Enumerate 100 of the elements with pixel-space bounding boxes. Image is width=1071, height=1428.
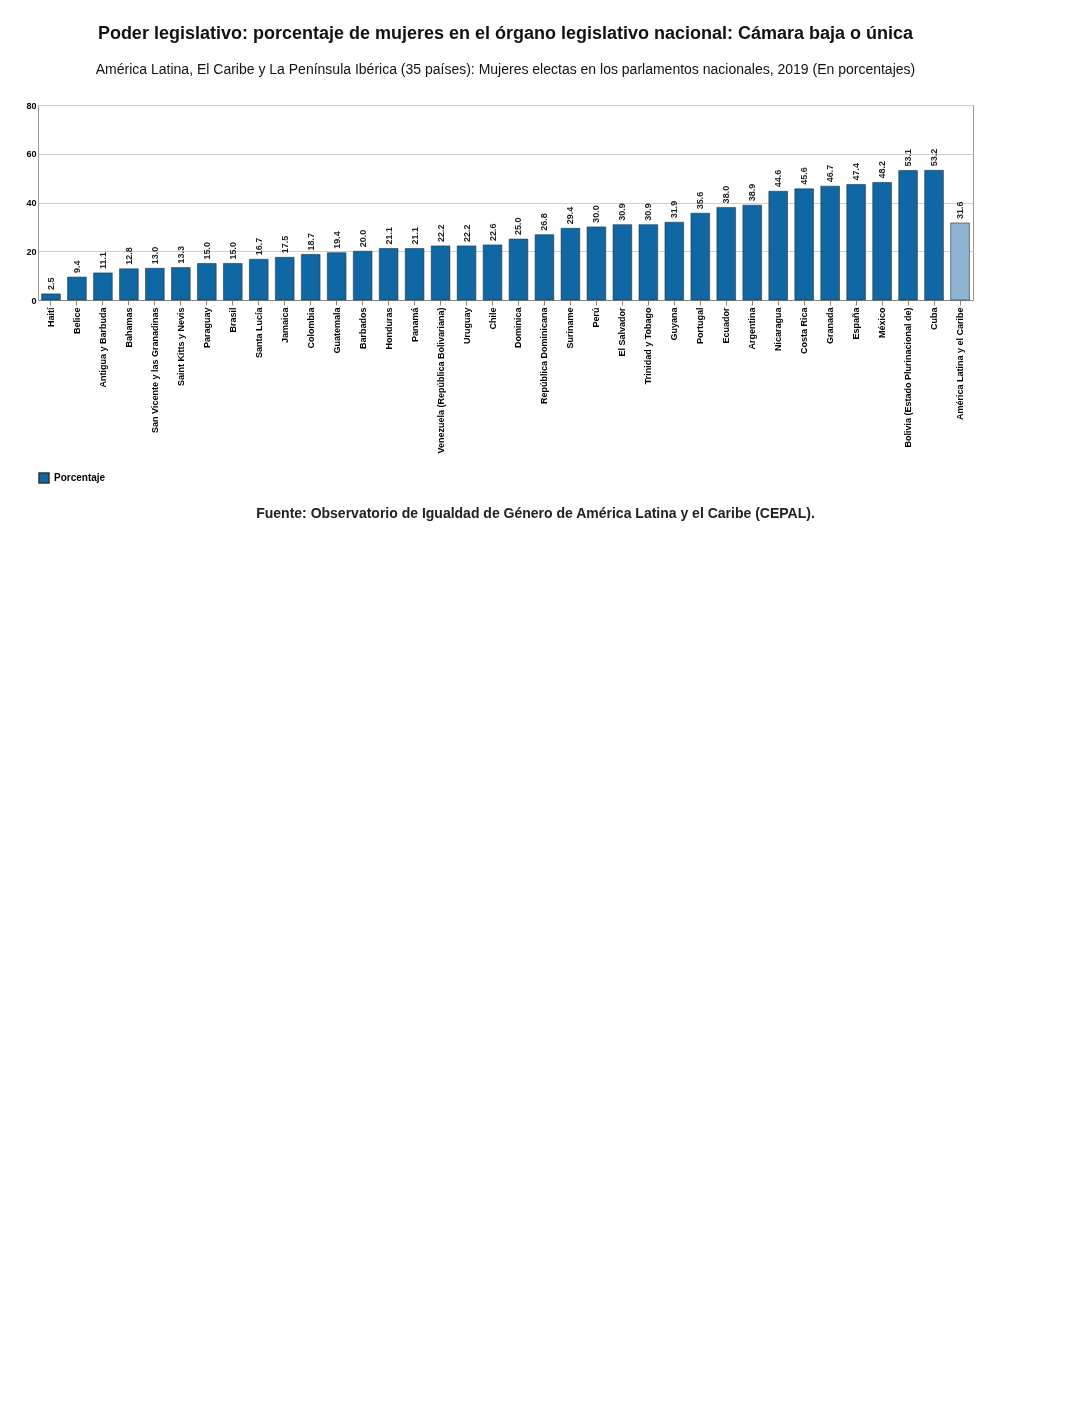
- text: 21.1: [409, 227, 420, 245]
- x-tick-label: Jamaica: [279, 306, 290, 344]
- text: 38.9: [747, 183, 758, 202]
- x-tick-label: Haití: [45, 307, 56, 328]
- bar: [404, 248, 425, 301]
- x-tick-label: Cuba: [929, 306, 940, 330]
- bar: [145, 268, 165, 301]
- text: 30.9: [617, 203, 628, 221]
- x-tick-label: Honduras: [383, 307, 394, 350]
- bar: [378, 248, 399, 301]
- legend-label: Porcentaje: [54, 472, 106, 483]
- bar: [794, 188, 814, 301]
- bar: [275, 257, 295, 301]
- y-tick-label: 80: [26, 100, 37, 111]
- text: 22.2: [435, 224, 446, 242]
- x-tick-label: Argentina: [747, 306, 758, 350]
- text: 20.0: [357, 229, 368, 248]
- text: 13.3: [175, 246, 186, 264]
- x-tick-label: Colombia: [305, 306, 316, 349]
- bar: [612, 224, 633, 301]
- text: 21.1: [383, 227, 394, 245]
- x-tick-label: América Latina y el Caribe: [955, 307, 966, 421]
- bar: [67, 276, 87, 301]
- x-tick-label: El Salvador: [617, 307, 628, 357]
- y-tick-label: 40: [26, 198, 37, 208]
- x-tick-label: Barbados: [357, 307, 368, 350]
- bar: [534, 234, 555, 301]
- text: 26.8: [539, 213, 550, 231]
- x-tick-label: Uruguay: [461, 307, 472, 345]
- x-tick-label: Guyana: [669, 306, 680, 341]
- bar: [742, 204, 762, 301]
- text: 31.6: [955, 201, 966, 219]
- bar: [846, 184, 866, 301]
- x-tick-label: Granada: [825, 306, 836, 345]
- bar: [353, 250, 373, 301]
- bar: [456, 245, 477, 301]
- bar: [249, 258, 269, 301]
- bar: [716, 207, 736, 301]
- text: 22.6: [487, 223, 498, 241]
- bar: [924, 170, 944, 301]
- text: 30.9: [643, 203, 654, 221]
- text: 35.6: [695, 191, 706, 210]
- text: 11.1: [97, 251, 108, 269]
- bar: [327, 252, 347, 301]
- x-tick-label: Portugal: [695, 307, 706, 345]
- bar: [872, 182, 892, 301]
- text: 46.7: [825, 164, 836, 183]
- x-tick-label: República Dominicana: [539, 306, 550, 405]
- text: 9.4: [71, 260, 82, 274]
- text: 17.5: [279, 235, 290, 254]
- text: 13.0: [149, 246, 160, 265]
- x-tick-label: Ecuador: [721, 307, 732, 344]
- x-tick-label: Dominica: [513, 306, 524, 349]
- chart-subtitle: América Latina, El Caribe y La Península Ibérica (35 países): Mujeres electas en los parlamentos nacionales, 2019 (En porcentajes): [95, 61, 916, 77]
- bar: [560, 228, 581, 301]
- text: 31.9: [669, 200, 680, 219]
- bar: [768, 190, 788, 301]
- x-tick-label: México: [877, 307, 888, 339]
- x-tick-label: Panamá: [409, 306, 420, 343]
- x-tick-label: Bahamas: [123, 307, 134, 348]
- x-tick-label: España: [851, 306, 862, 340]
- bar: [223, 263, 243, 301]
- x-tick-label: Guatemala: [331, 306, 342, 354]
- bar: [41, 293, 61, 301]
- text: 2.5: [45, 277, 56, 290]
- x-tick-label: Chile: [487, 307, 498, 330]
- text: 22.2: [461, 224, 472, 242]
- bar: [301, 254, 321, 301]
- chart-title: Poder legislativo: porcentaje de mujeres en el órgano legislativo nacional: Cámara baja o única: [97, 23, 915, 43]
- bar: [690, 212, 710, 301]
- y-tick-label: 0: [31, 295, 37, 306]
- x-tick-label: Venezuela (República Bolivariana): [435, 307, 446, 454]
- x-tick-label: San Vicente y las Granadinas: [149, 307, 160, 433]
- text: 53.2: [929, 148, 940, 167]
- x-tick-label: Perú: [591, 307, 602, 328]
- text: 47.4: [851, 162, 862, 181]
- x-tick-label: Trinidad y Tobago: [643, 307, 654, 385]
- y-tick-label: 20: [26, 246, 37, 257]
- bar: [820, 185, 840, 301]
- bar: [898, 170, 918, 301]
- x-tick-label: Suriname: [565, 307, 576, 349]
- text: 15.0: [201, 241, 212, 260]
- text: 25.0: [513, 217, 524, 236]
- x-tick-label: Paraguay: [201, 307, 212, 349]
- text: 48.2: [877, 160, 888, 179]
- text: 30.0: [591, 205, 602, 223]
- bar: [638, 224, 658, 301]
- text: 18.7: [305, 232, 316, 251]
- bar: [508, 238, 529, 301]
- x-tick-label: Brasil: [227, 307, 238, 333]
- source-note: Fuente: Observatorio de Igualdad de Género de América Latina y el Caribe (CEPAL).: [255, 505, 816, 521]
- x-tick-label: Nicaragua: [773, 306, 784, 352]
- x-tick-label: Bolivia (Estado Plurinacional de): [903, 307, 914, 448]
- text: 44.6: [773, 169, 784, 188]
- text: 38.0: [721, 185, 732, 204]
- bar: [119, 268, 139, 301]
- bar: [93, 272, 113, 301]
- bar: [482, 244, 503, 301]
- bar: [586, 226, 607, 301]
- bar: [197, 263, 217, 301]
